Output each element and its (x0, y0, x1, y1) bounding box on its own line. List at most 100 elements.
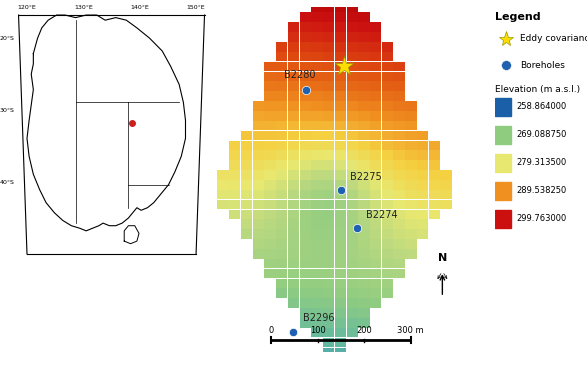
Text: Elevation (m a.s.l.): Elevation (m a.s.l.) (495, 85, 580, 94)
Bar (370, 141, 382, 150)
Bar (276, 160, 288, 170)
Bar (241, 131, 252, 140)
Bar (276, 288, 288, 298)
Bar (288, 72, 299, 81)
Bar (358, 308, 370, 318)
Bar (276, 180, 288, 189)
Bar (393, 239, 405, 249)
Bar (495, 154, 511, 172)
Bar (346, 131, 358, 140)
Bar (323, 200, 335, 209)
Bar (405, 219, 417, 229)
Text: 300 m: 300 m (397, 326, 424, 335)
Bar (276, 269, 288, 278)
Bar (346, 210, 358, 219)
Bar (358, 288, 370, 298)
Bar (276, 121, 288, 130)
Bar (370, 62, 382, 71)
Bar (299, 279, 311, 288)
Bar (217, 190, 229, 199)
Bar (358, 12, 370, 22)
Bar (323, 22, 335, 32)
Bar (393, 229, 405, 239)
Bar (229, 170, 241, 180)
Bar (252, 239, 264, 249)
Bar (311, 22, 323, 32)
Bar (299, 180, 311, 189)
Bar (370, 288, 382, 298)
Bar (323, 62, 335, 71)
Bar (405, 121, 417, 130)
Bar (335, 170, 346, 180)
Bar (393, 190, 405, 199)
Bar (335, 190, 346, 199)
Bar (358, 269, 370, 278)
Bar (311, 180, 323, 189)
Bar (311, 141, 323, 150)
Bar (288, 101, 299, 111)
Bar (311, 210, 323, 219)
Bar (252, 141, 264, 150)
Bar (299, 91, 311, 101)
Bar (311, 190, 323, 199)
Bar (429, 180, 440, 189)
Bar (288, 170, 299, 180)
Bar (323, 32, 335, 42)
Bar (393, 160, 405, 170)
Bar (417, 200, 429, 209)
Bar (229, 180, 241, 189)
Bar (346, 219, 358, 229)
Text: Eddy covariance: Eddy covariance (520, 34, 587, 43)
Bar (393, 141, 405, 150)
Bar (358, 200, 370, 209)
Bar (241, 170, 252, 180)
Bar (393, 101, 405, 111)
Bar (299, 200, 311, 209)
Bar (335, 288, 346, 298)
Bar (323, 239, 335, 249)
Bar (264, 200, 276, 209)
Bar (335, 91, 346, 101)
Bar (323, 328, 335, 337)
Bar (323, 160, 335, 170)
Bar (358, 318, 370, 327)
Bar (229, 160, 241, 170)
Bar (311, 279, 323, 288)
Bar (299, 62, 311, 71)
Text: 30°S: 30°S (0, 108, 14, 113)
Bar (288, 111, 299, 120)
Bar (252, 229, 264, 239)
Bar (264, 101, 276, 111)
Bar (495, 210, 511, 228)
Bar (241, 150, 252, 160)
Bar (264, 170, 276, 180)
Bar (276, 279, 288, 288)
Bar (370, 180, 382, 189)
Bar (323, 348, 335, 357)
Bar (335, 121, 346, 130)
Bar (288, 190, 299, 199)
Bar (495, 182, 511, 200)
Bar (335, 160, 346, 170)
Bar (382, 141, 393, 150)
Bar (311, 259, 323, 268)
Bar (346, 298, 358, 308)
Bar (417, 229, 429, 239)
Bar (405, 180, 417, 189)
Bar (264, 141, 276, 150)
Bar (311, 81, 323, 91)
Bar (323, 190, 335, 199)
Bar (299, 42, 311, 51)
Bar (405, 111, 417, 120)
Bar (252, 219, 264, 229)
Bar (335, 12, 346, 22)
Bar (346, 269, 358, 278)
Bar (288, 131, 299, 140)
Bar (264, 160, 276, 170)
Bar (276, 219, 288, 229)
Bar (229, 190, 241, 199)
Bar (335, 111, 346, 120)
Bar (335, 229, 346, 239)
Bar (335, 279, 346, 288)
Bar (370, 219, 382, 229)
